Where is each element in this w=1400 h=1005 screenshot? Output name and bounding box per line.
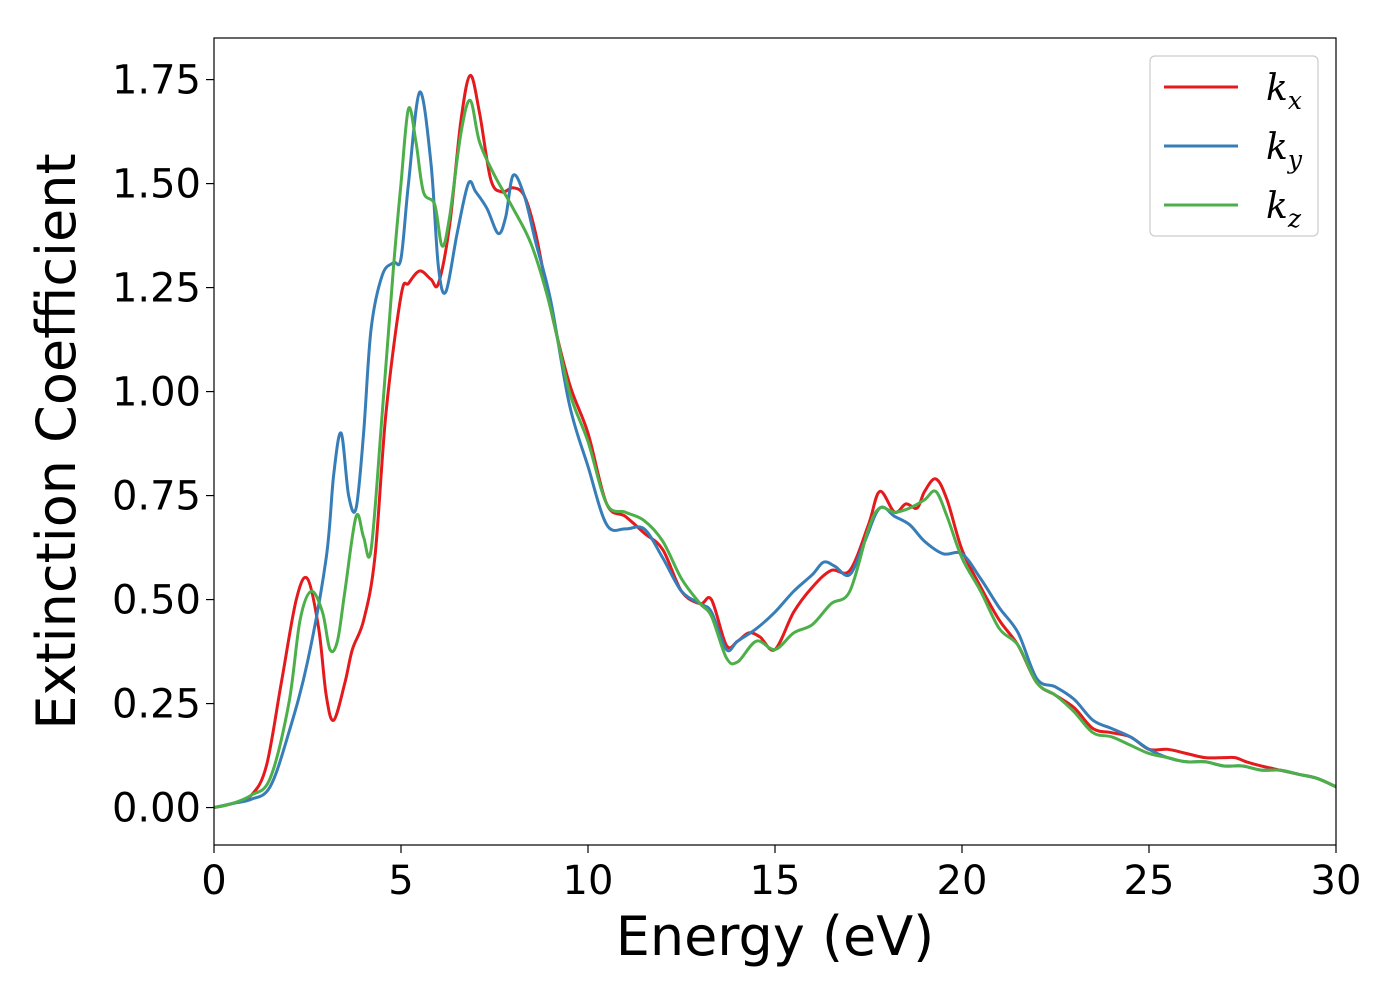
x-tick-label: 25: [1124, 858, 1175, 904]
legend-label-subscript: y: [1287, 145, 1303, 174]
legend-label-subscript: z: [1287, 204, 1302, 233]
legend-label: kz: [1266, 186, 1302, 233]
x-tick-label: 15: [750, 858, 801, 904]
legend-label: kx: [1266, 68, 1302, 115]
x-tick-label: 30: [1311, 858, 1362, 904]
x-tick-label: 20: [937, 858, 988, 904]
series-layer: [214, 73, 1336, 810]
y-tick-label: 1.25: [112, 266, 201, 312]
legend-item-x: kx: [1164, 68, 1302, 115]
y-tick-label: 0.50: [112, 578, 201, 624]
y-tick-label: 1.50: [112, 162, 201, 208]
legend-label-base: k: [1266, 127, 1288, 168]
legend-label-base: k: [1266, 68, 1288, 109]
y-axis-title: Extinction Coefficient: [25, 153, 88, 729]
legend-item-y: ky: [1164, 127, 1303, 174]
y-axis-ticks: 0.00 0.25 0.50 0.75 1.00 1.25 1.50 1.75: [112, 58, 214, 832]
y-tick-label: 0.00: [112, 786, 201, 832]
x-tick-label: 10: [563, 858, 614, 904]
y-tick-label: 1.00: [112, 370, 201, 416]
series-line-y: [214, 90, 1336, 810]
legend-label: ky: [1266, 127, 1303, 174]
x-tick-label: 0: [201, 858, 226, 904]
y-tick-label: 0.75: [112, 474, 201, 520]
legend-item-z: kz: [1164, 186, 1302, 233]
x-axis-ticks: 0 5 10 15 20 25 30: [201, 845, 1361, 904]
legend-label-base: k: [1266, 186, 1288, 227]
series-line-x: [214, 73, 1336, 810]
x-axis-title: Energy (eV): [616, 905, 935, 968]
series-line-z: [214, 98, 1336, 810]
legend-label-subscript: x: [1288, 86, 1302, 115]
x-tick-label: 5: [388, 858, 413, 904]
y-tick-label: 0.25: [112, 682, 201, 728]
y-tick-label: 1.75: [112, 58, 201, 104]
